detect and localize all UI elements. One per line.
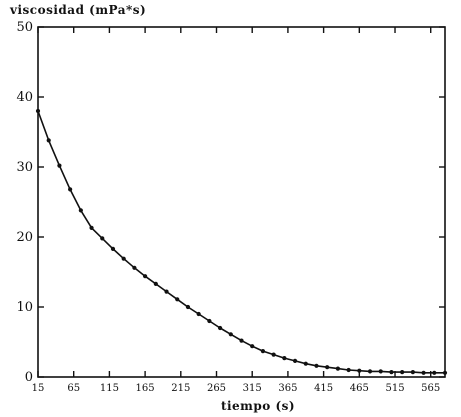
data-point <box>314 363 319 368</box>
data-point <box>164 289 169 294</box>
data-point <box>68 187 73 192</box>
x-tick-label: 315 <box>243 383 262 394</box>
data-point <box>35 108 41 114</box>
data-point <box>292 358 298 363</box>
data-point <box>175 297 180 302</box>
data-point <box>389 370 394 375</box>
data-point <box>121 256 126 261</box>
y-tick-label: 20 <box>16 230 33 245</box>
data-point <box>303 361 308 366</box>
data-points <box>35 108 448 375</box>
data-point <box>378 369 383 374</box>
data-point <box>260 349 266 354</box>
data-point <box>325 365 330 370</box>
data-point <box>271 352 276 357</box>
x-tick-label: 115 <box>100 383 119 394</box>
data-point <box>346 367 351 373</box>
data-point <box>196 311 201 317</box>
y-tick-label: 30 <box>16 160 33 175</box>
y-tick-label: 50 <box>16 20 33 35</box>
data-point <box>143 274 148 279</box>
data-point <box>250 344 255 349</box>
y-tick-label: 10 <box>16 300 33 315</box>
data-point <box>367 369 373 374</box>
x-tick-label: 465 <box>350 383 369 394</box>
data-point <box>282 356 287 361</box>
y-tick-label: 0 <box>25 370 33 385</box>
data-point <box>400 370 405 375</box>
data-point <box>357 368 362 373</box>
y-axis: 0 10 20 30 40 50 <box>16 20 445 385</box>
x-tick-label: 65 <box>67 383 80 394</box>
data-point <box>153 281 158 286</box>
x-tick-label: 565 <box>421 383 440 394</box>
y-tick-label: 40 <box>16 90 33 105</box>
x-tick-label: 365 <box>278 383 297 394</box>
data-point <box>239 338 244 343</box>
x-axis-label: tiempo (s) <box>221 399 295 413</box>
data-point <box>442 370 448 375</box>
x-tick-label: 415 <box>314 383 333 394</box>
data-point <box>100 236 105 241</box>
data-point <box>410 370 415 375</box>
data-point <box>46 138 51 143</box>
data-point <box>57 163 62 168</box>
chart-title: viscosidad (mPa*s) <box>9 3 146 17</box>
data-point <box>217 325 223 331</box>
data-point <box>207 318 212 324</box>
data-point <box>110 246 116 251</box>
x-tick-label: 215 <box>171 383 190 394</box>
x-tick-label: 265 <box>207 383 226 394</box>
plot-frame <box>37 26 446 378</box>
x-tick-label: 15 <box>32 383 45 394</box>
x-tick-label: 165 <box>136 383 155 394</box>
x-axis: 15 65 115 165 215 265 315 365 415 465 515 565 <box>32 27 440 394</box>
data-point <box>228 332 233 337</box>
x-tick-label: 515 <box>385 383 404 394</box>
data-point <box>432 370 437 375</box>
data-point <box>78 208 83 213</box>
data-point <box>335 366 340 371</box>
data-point <box>185 304 191 310</box>
series-line <box>37 110 445 374</box>
data-point <box>89 225 94 230</box>
data-point <box>132 265 137 270</box>
data-point <box>421 370 426 375</box>
